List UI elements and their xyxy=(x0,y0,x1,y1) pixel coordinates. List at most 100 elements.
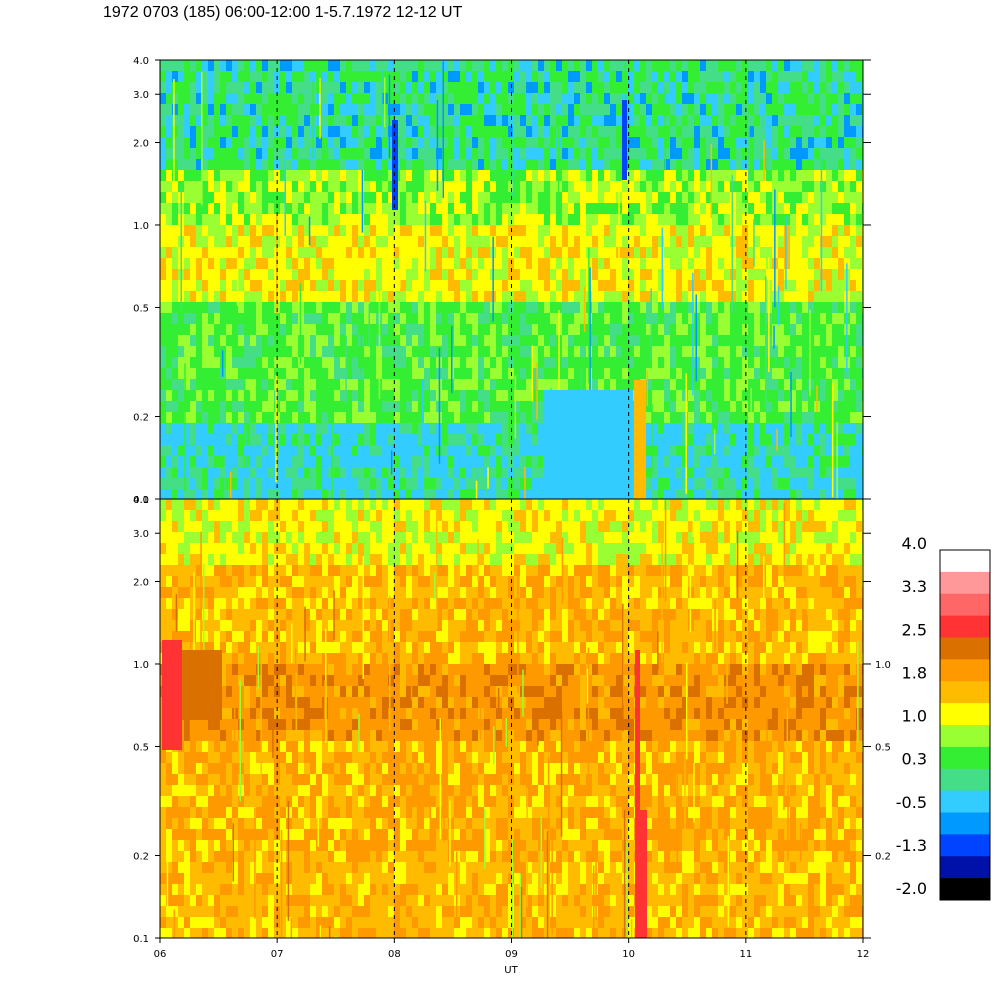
spectrogram-cell xyxy=(838,412,844,423)
spectrogram-cell xyxy=(796,335,802,346)
spectrogram-cell xyxy=(172,851,178,862)
spectrogram-cell xyxy=(544,346,550,357)
spectrogram-cell xyxy=(286,335,292,346)
spectrogram-cell xyxy=(298,170,304,181)
spectrogram-cell xyxy=(244,170,250,181)
spectrogram-cell xyxy=(736,225,742,236)
spectrogram-cell xyxy=(370,489,376,499)
spectrogram-cell xyxy=(400,280,406,291)
spectrogram-cell xyxy=(838,357,844,368)
spectrogram-cell xyxy=(478,335,484,346)
spectrogram-cell xyxy=(220,115,226,126)
spectrogram-cell xyxy=(802,489,808,499)
spectrogram-cell xyxy=(688,137,694,148)
spectrogram-cell xyxy=(544,280,550,291)
spectrogram-cell xyxy=(466,357,472,368)
spectrogram-cell xyxy=(466,412,472,423)
spectrogram-cell xyxy=(664,104,670,115)
spectrogram-cell xyxy=(442,236,448,247)
spectrogram-cell xyxy=(358,71,364,82)
spectrogram-cell xyxy=(382,192,388,203)
spectrogram-cell xyxy=(244,302,250,313)
spectrogram-cell xyxy=(184,324,190,335)
spectrogram-cell xyxy=(424,148,430,159)
spectrogram-cell xyxy=(394,456,400,467)
spectrogram-cell xyxy=(514,368,520,379)
spectrogram-cell xyxy=(514,203,520,214)
spectrogram-cell xyxy=(604,71,610,82)
spectrogram-cell xyxy=(592,82,598,93)
spectrogram-cell xyxy=(502,379,508,390)
spectrogram-cell xyxy=(484,82,490,93)
spectrogram-cell xyxy=(292,467,298,478)
spectrogram-cell xyxy=(754,324,760,335)
spectrogram-cell xyxy=(298,368,304,379)
spectrogram-cell xyxy=(172,895,178,906)
spectrogram-cell xyxy=(316,104,322,115)
spectrogram-cell xyxy=(838,401,844,412)
spectrogram-cell xyxy=(364,82,370,93)
spectrogram-cell xyxy=(202,368,208,379)
spectrogram-cell xyxy=(832,335,838,346)
spectrogram-cell xyxy=(454,258,460,269)
spectrogram-cell xyxy=(484,71,490,82)
spectrogram-cell xyxy=(370,104,376,115)
spectrogram-cell xyxy=(808,467,814,478)
spectrogram-cell xyxy=(304,401,310,412)
spectrogram-cell xyxy=(694,423,700,434)
spectrogram-streak xyxy=(748,112,750,179)
spectrogram-cell xyxy=(442,148,448,159)
spectrogram-cell xyxy=(400,291,406,302)
spectrogram-cell xyxy=(430,335,436,346)
spectrogram-cell xyxy=(208,137,214,148)
spectrogram-streak xyxy=(390,450,393,475)
spectrogram-cell xyxy=(424,357,430,368)
spectrogram-cell xyxy=(454,423,460,434)
spectrogram-cell xyxy=(748,335,754,346)
spectrogram-cell xyxy=(214,335,220,346)
spectrogram-cell xyxy=(208,82,214,93)
spectrogram-cell xyxy=(700,258,706,269)
spectrogram-cell xyxy=(184,159,190,170)
spectrogram-cell xyxy=(436,467,442,478)
spectrogram-cell xyxy=(394,214,400,225)
spectrogram-cell xyxy=(556,214,562,225)
spectrogram-cell xyxy=(706,280,712,291)
spectrogram-cell xyxy=(688,478,694,489)
spectrogram-cell xyxy=(754,258,760,269)
spectrogram-cell xyxy=(790,335,796,346)
spectrogram-cell xyxy=(178,478,184,489)
spectrogram-cell xyxy=(220,181,226,192)
spectrogram-cell xyxy=(178,335,184,346)
spectrogram-cell xyxy=(694,412,700,423)
spectrogram-cell xyxy=(556,71,562,82)
spectrogram-cell xyxy=(574,170,580,181)
spectrogram-cell xyxy=(814,60,820,71)
spectrogram-cell xyxy=(388,137,394,148)
spectrogram-cell xyxy=(226,412,232,423)
spectrogram-cell xyxy=(832,192,838,203)
spectrogram-cell xyxy=(340,335,346,346)
spectrogram-cell xyxy=(160,82,166,93)
spectrogram-cell xyxy=(256,115,262,126)
spectrogram-cell xyxy=(304,467,310,478)
spectrogram-cell xyxy=(664,225,670,236)
spectrogram-cell xyxy=(226,467,232,478)
spectrogram-cell xyxy=(688,313,694,324)
spectrogram-cell xyxy=(844,115,850,126)
spectrogram-cell xyxy=(484,115,490,126)
spectrogram-cell xyxy=(742,478,748,489)
spectrogram-cell xyxy=(394,489,400,499)
spectrogram-cell xyxy=(838,489,844,499)
spectrogram-cell xyxy=(742,335,748,346)
spectrogram-cell xyxy=(658,379,664,390)
spectrogram-cell xyxy=(256,379,262,390)
spectrogram-cell xyxy=(262,291,268,302)
spectrogram-cell xyxy=(292,434,298,445)
spectrogram-cell xyxy=(784,324,790,335)
spectrogram-cell xyxy=(478,478,484,489)
spectrogram-cell xyxy=(364,379,370,390)
spectrogram-cell xyxy=(778,148,784,159)
spectrogram-cell xyxy=(244,104,250,115)
spectrogram-cell xyxy=(670,71,676,82)
